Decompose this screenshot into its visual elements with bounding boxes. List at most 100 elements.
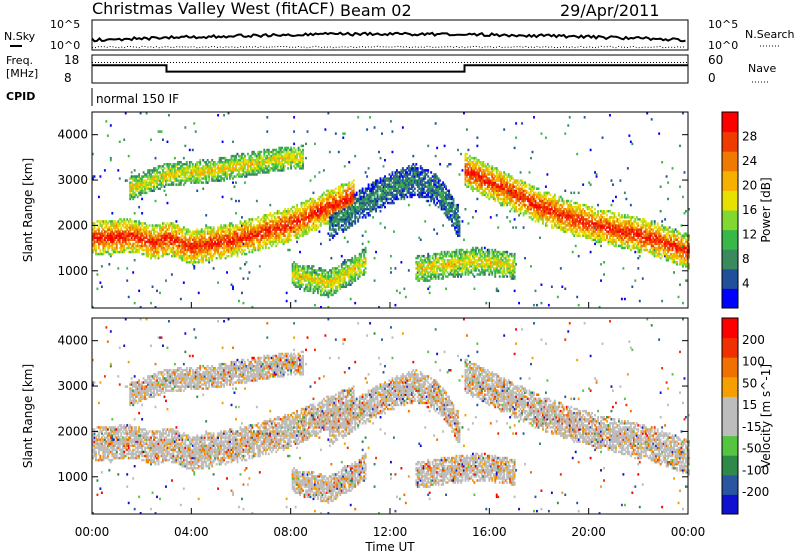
power-cell [334,220,337,223]
power-cell [246,242,249,246]
power-cell [266,222,269,225]
power-cell [92,152,94,156]
power-cell [273,148,276,152]
power-cell [217,242,220,246]
power-cell [299,152,301,156]
power-cell [355,216,358,219]
power-cell [410,165,413,168]
power-cell [246,163,249,166]
power-cell [154,167,157,170]
power-cell [367,240,370,244]
power-cell [141,240,144,244]
power-cell [418,185,421,188]
power-cell [220,242,223,246]
power-cell [346,199,349,203]
power-cell [203,232,206,235]
power-cell [199,252,202,256]
power-cell [103,246,106,250]
power-cell [243,242,246,246]
power-cell [232,161,234,164]
power-cell [433,275,436,278]
power-cell [258,222,261,225]
power-cell [160,232,163,235]
power-cell [248,173,251,176]
power-cell [287,152,290,156]
power-cell [218,254,221,258]
power-cell [199,158,202,162]
power-cell [217,236,220,239]
power-cell [314,205,316,209]
power-cell [266,150,269,154]
power-cell [428,195,431,199]
power-cell [165,250,167,254]
power-cell [311,224,313,227]
power-cell [427,261,430,264]
power-cell [361,197,364,201]
power-cell [120,222,123,225]
power-cell [437,181,440,184]
power-cell [434,263,437,266]
power-cell [209,234,212,237]
power-cell [162,228,164,231]
power-cell [141,191,144,195]
power-cell [145,224,148,227]
power-cell [239,163,242,166]
power-cell [315,201,318,205]
power-cell [354,254,357,258]
power-cell [230,175,233,178]
power-cell [150,179,152,182]
power-cell [406,183,409,186]
power-cell [334,279,337,282]
power-cell [288,226,291,229]
power-cell [154,242,157,246]
power-cell [181,163,184,166]
power-cell [340,267,343,270]
power-cell [437,191,440,195]
power-cell [342,205,345,209]
power-cell [200,232,203,235]
power-cell [166,232,169,235]
power-cell [184,259,187,262]
power-cell [191,171,194,174]
power-cell [166,240,169,244]
power-cell [410,179,413,182]
power-cell [305,216,307,219]
power-cell [278,210,281,213]
power-cell [363,193,366,197]
power-cell [209,232,212,235]
power-cell [246,165,249,168]
power-cell [406,185,409,188]
power-cell [217,252,220,256]
power-cell [282,214,285,217]
power-cell [404,173,407,176]
power-cell [132,246,135,250]
power-cell [294,281,297,284]
power-cell [358,216,361,219]
power-cell [111,220,114,223]
power-cell [123,226,126,229]
power-cell [245,175,248,178]
power-cell [260,167,263,170]
power-cell [200,171,203,174]
power-cell [147,226,150,229]
power-cell [197,171,200,174]
power-cell [325,271,328,274]
power-cell [334,230,337,233]
power-cell [212,254,215,258]
power-cell [345,271,348,274]
power-cell [387,183,389,186]
power-cell [348,226,351,229]
power-cell [306,205,309,209]
power-cell [176,240,179,244]
power-cell [278,156,281,160]
nave-tick-bottom: 0 [708,71,716,85]
power-cell [293,220,296,223]
power-cell [440,205,443,209]
power-cell [156,183,158,186]
power-cell [245,158,248,162]
power-cell [160,167,163,170]
power-cell [418,279,421,282]
power-cell [246,277,249,280]
power-cell [173,226,176,229]
power-cell [166,222,169,225]
